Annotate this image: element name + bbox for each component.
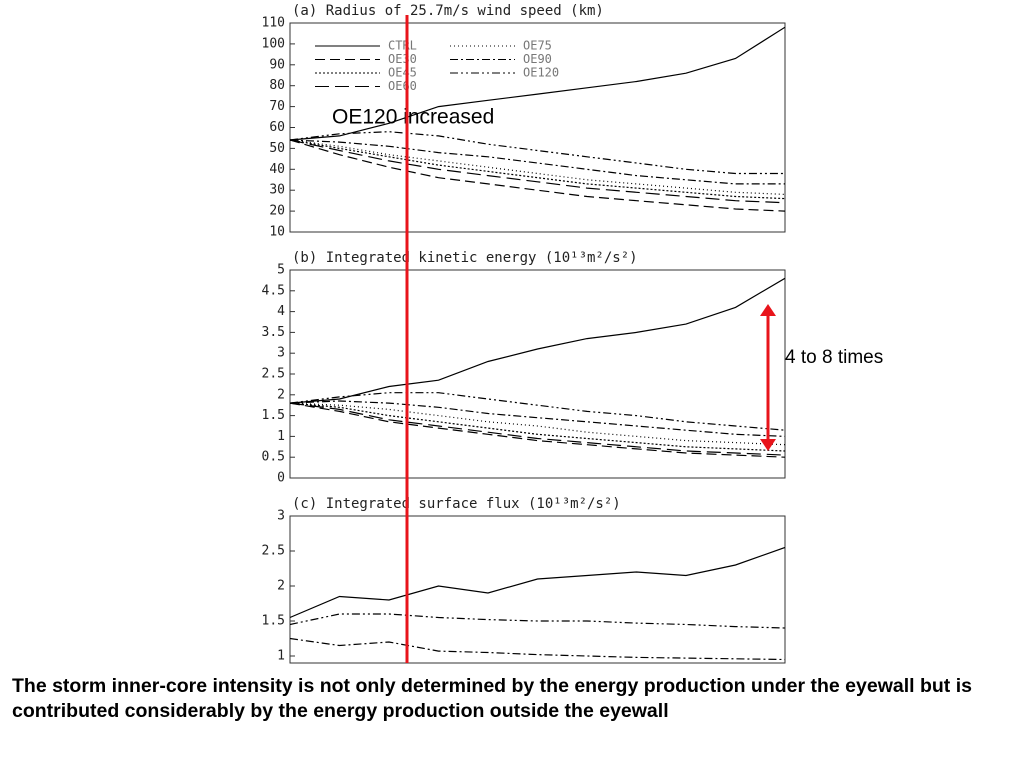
y-tick-label: 20 [269,204,285,219]
y-tick-label: 70 [269,99,285,114]
y-tick-label: 10 [269,225,285,240]
y-tick-label: 90 [269,57,285,72]
y-tick-label: 60 [269,120,285,135]
arrow-head [760,304,776,316]
series-line [290,637,785,661]
series-line [290,402,785,446]
series-line [290,613,785,629]
y-tick-label: 3 [277,509,285,524]
y-tick-label: 3 [277,346,285,361]
y-tick-label: 1.5 [262,408,285,423]
y-tick-label: 100 [262,36,285,51]
y-tick-label: 5 [277,263,285,278]
annotation: OE120 increased [332,106,494,129]
y-tick-label: 1.5 [262,614,285,629]
y-tick-label: 2.5 [262,544,285,559]
legend-label: OE90 [523,52,552,66]
series-line [290,546,785,619]
y-tick-label: 1 [277,649,285,664]
series-line [290,139,785,195]
y-tick-label: 50 [269,141,285,156]
y-tick-label: 2 [277,387,285,402]
series-line [290,131,785,175]
chart-title: (b) Integrated kinetic energy (10¹³m²/s²… [292,250,638,266]
y-tick-label: 2 [277,579,285,594]
y-tick-label: 40 [269,162,285,177]
chart-title: (a) Radius of 25.7m/s wind speed (km) [292,3,604,19]
legend-label: OE60 [388,79,417,93]
series-line [290,139,785,212]
series-line [290,277,785,404]
y-tick-label: 30 [269,183,285,198]
y-tick-label: 2.5 [262,367,285,382]
y-tick-label: 110 [262,16,285,31]
y-tick-label: 0.5 [262,450,285,465]
chart-title: (c) Integrated surface flux (10¹³m²/s²) [292,496,621,512]
plot-frame [289,515,786,664]
y-tick-label: 0 [277,471,285,486]
annotation: 4 to 8 times [785,347,883,368]
series-line [290,26,785,141]
arrow-head [760,439,776,451]
series-line [290,139,785,185]
series-line [290,400,785,437]
plot-frame [289,269,786,479]
y-tick-label: 80 [269,78,285,93]
series-line [290,402,785,456]
series-line [290,139,785,204]
y-tick-label: 3.5 [262,325,285,340]
legend-label: OE30 [388,52,417,66]
legend-label: OE120 [523,66,559,80]
series-line [290,392,785,431]
series-line [290,139,785,200]
series-line [290,402,785,458]
legend-label: OE75 [523,39,552,53]
caption: The storm inner-core intensity is not on… [12,675,972,722]
y-tick-label: 1 [277,429,285,444]
legend-label: CTRL [388,39,417,53]
y-tick-label: 4 [277,304,285,319]
y-tick-label: 4.5 [262,283,285,298]
series-line [290,402,785,452]
legend-label: OE45 [388,66,417,80]
